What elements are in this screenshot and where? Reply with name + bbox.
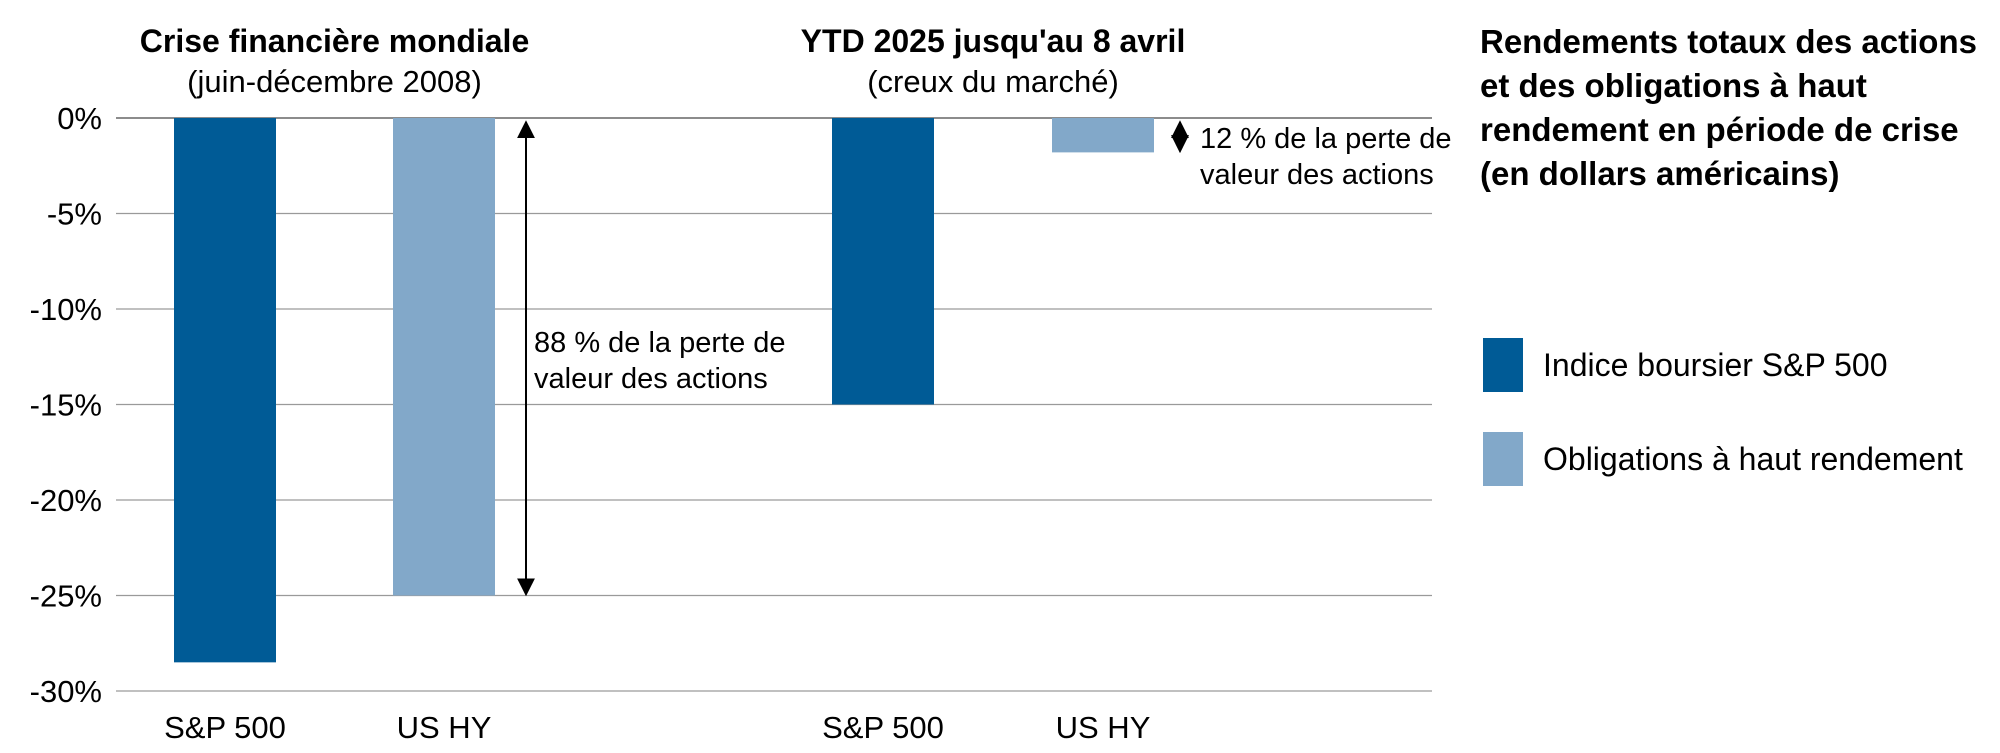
bar-us_hy [393, 118, 495, 596]
annotation-text: 12 % de la perte de [1200, 123, 1452, 155]
x-tick-label: US HY [1056, 710, 1151, 745]
y-tick-label: -10% [30, 292, 102, 327]
annotation-text: valeur des actions [534, 363, 768, 395]
legend-swatch-sp500 [1483, 338, 1523, 392]
y-tick-label: -15% [30, 388, 102, 423]
legend: Rendements totaux des actions et des obl… [1480, 20, 2000, 486]
y-tick-label: -20% [30, 483, 102, 518]
legend-swatch-us-hy [1483, 432, 1523, 486]
legend-item-us-hy: Obligations à haut rendement [1483, 432, 1963, 486]
bar-sp500 [832, 118, 934, 405]
annotation-text: 88 % de la perte de [534, 327, 786, 359]
panel-title: Crise financière mondiale [140, 23, 529, 59]
bar-us_hy [1052, 118, 1154, 153]
y-tick-label: -30% [30, 674, 102, 709]
annotation-text: valeur des actions [1200, 159, 1434, 191]
panel-subtitle: (creux du marché) [867, 64, 1119, 99]
x-tick-label: S&P 500 [164, 710, 286, 745]
panel-title: YTD 2025 jusqu'au 8 avril [801, 23, 1186, 59]
legend-label-us-hy: Obligations à haut rendement [1543, 440, 1963, 477]
x-tick-label: S&P 500 [822, 710, 944, 745]
legend-title: Rendements totaux des actions et des obl… [1480, 23, 1977, 192]
y-tick-label: -5% [47, 197, 102, 232]
y-tick-label: 0% [57, 101, 102, 136]
chart-area: 0% -5% -10% -15% -20% -25% -30% Crise financièr… [30, 23, 1452, 745]
y-tick-label: -25% [30, 579, 102, 614]
x-tick-label: US HY [397, 710, 492, 745]
legend-item-sp500: Indice boursier S&P 500 [1483, 338, 1888, 392]
bar-sp500 [174, 118, 276, 663]
panel-subtitle: (juin-décembre 2008) [187, 64, 482, 99]
legend-label-sp500: Indice boursier S&P 500 [1543, 346, 1888, 383]
